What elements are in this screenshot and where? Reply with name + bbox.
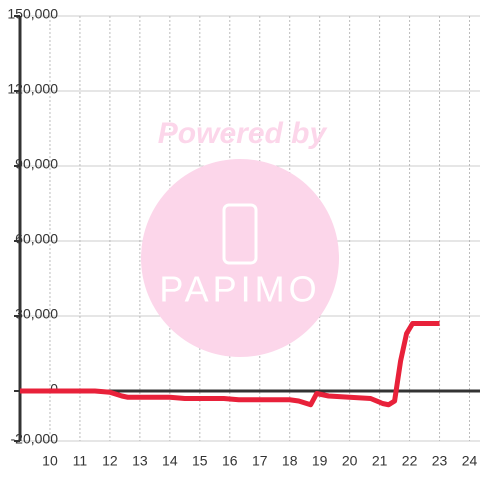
- x-tick-label: 23: [432, 453, 448, 469]
- watermark-text: Powered by: [158, 117, 328, 150]
- watermark-logo: PAPIMO: [159, 269, 320, 310]
- x-tick-label: 20: [342, 453, 358, 469]
- y-tick-label: 60,000: [15, 231, 58, 247]
- x-tick-label: 14: [162, 453, 178, 469]
- x-tick-label: 13: [132, 453, 148, 469]
- x-tick-label: 24: [462, 453, 478, 469]
- y-tick-label: 90,000: [15, 156, 58, 172]
- x-tick-label: 10: [42, 453, 58, 469]
- data-line: [20, 321, 440, 408]
- y-tick-label: 30,000: [15, 306, 58, 322]
- y-tick-label: 150,000: [7, 6, 58, 22]
- x-tick-label: 17: [252, 453, 268, 469]
- x-tick-label: 16: [222, 453, 238, 469]
- x-tick-label: 12: [102, 453, 118, 469]
- x-tick-label: 22: [402, 453, 418, 469]
- x-tick-label: 11: [73, 453, 88, 469]
- y-tick-label: 120,000: [7, 81, 58, 97]
- x-tick-label: 21: [372, 453, 388, 469]
- y-tick-label: -20,000: [11, 431, 59, 447]
- x-tick-label: 18: [282, 453, 298, 469]
- watermark-phone: [222, 203, 258, 265]
- x-tick-label: 19: [312, 453, 328, 469]
- x-tick-label: 15: [192, 453, 208, 469]
- watermark-circle: [141, 159, 339, 357]
